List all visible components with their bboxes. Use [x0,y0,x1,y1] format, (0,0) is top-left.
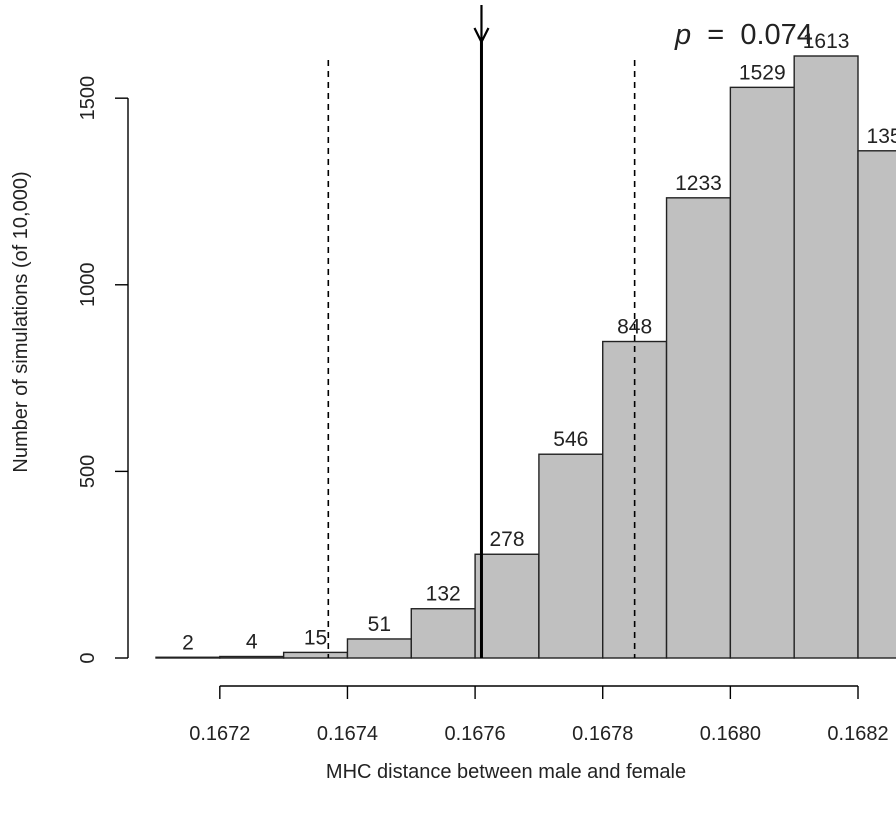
histogram-bar [346,638,412,659]
y-tick-label: 1000 [77,263,99,308]
observed-value-arrow-icon [473,5,490,45]
x-axis: 0.1672 0.1674 0.1676 0.1678 0.1680 0.1682 [189,685,889,745]
histogram-bar [410,608,476,659]
bar-value-label: 15 [304,626,327,649]
bar-value-label: 278 [489,528,524,551]
y-tick-label: 1500 [77,76,99,121]
bar-value-label: 1613 [803,30,850,53]
bar-value-label: 546 [553,428,588,451]
y-tick-label: 500 [77,455,99,488]
bar-value-label: 1233 [675,172,722,195]
x-tick-label: 0.1672 [189,723,250,745]
histogram-bar [282,651,349,659]
bar-value-label: 2 [182,631,194,654]
p-symbol: p [674,19,691,51]
y-tick-label: 0 [77,652,99,663]
x-tick-label: 0.1680 [700,723,761,745]
y-axis-title: Number of simulations (of 10,000) [10,171,32,472]
histogram-bar [665,197,732,659]
histogram-bar [857,150,896,659]
bar-value-label: 132 [426,583,461,606]
histogram-bar [538,453,604,659]
bar-value-label: 1359 [867,125,896,148]
bars-layer [155,55,896,659]
x-axis-title: MHC distance between male and female [326,761,686,783]
p-value-label: p = 0.074 [674,19,813,51]
p-equals: = [699,19,732,51]
histogram-bar [729,86,795,659]
bar-value-label: 4 [246,631,258,654]
x-tick-label: 0.1682 [827,723,888,745]
histogram-bar [219,655,285,659]
bar-value-label: 848 [617,316,652,339]
x-tick-label: 0.1674 [317,723,378,745]
arrow-head [473,27,490,45]
histogram-bar [793,55,859,659]
x-tick-label: 0.1678 [572,723,633,745]
bar-labels-layer: 2415511322785468481233152916131359105266… [182,30,896,654]
p-value: 0.074 [740,19,813,51]
histogram-bar [474,553,540,659]
histogram-bar [155,656,221,659]
bar-value-label: 51 [368,613,391,636]
bar-value-label: 1529 [739,61,786,84]
y-axis: 0 500 1000 1500 [77,76,129,664]
reference-lines-layer [327,40,636,658]
x-tick-label: 0.1676 [445,723,506,745]
